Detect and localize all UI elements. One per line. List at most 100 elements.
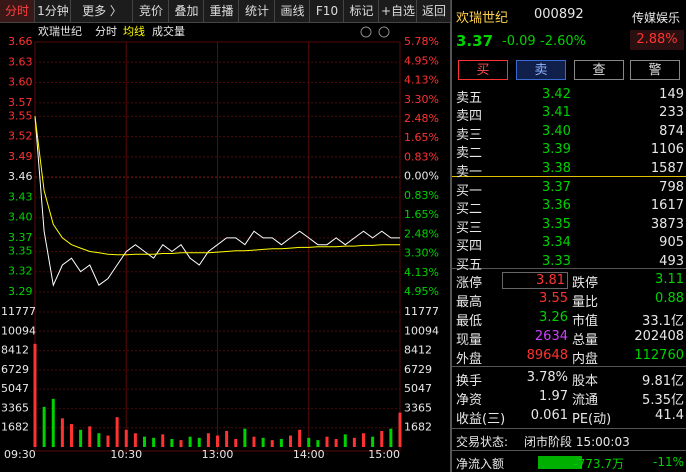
book-price: 3.39 (542, 142, 571, 158)
volume-bar (179, 440, 183, 447)
toolbar-item[interactable]: 分时 (0, 0, 35, 22)
toolbar-item[interactable]: +自选 (380, 0, 417, 22)
y-tick-label: 3.57 (8, 96, 33, 109)
sector-change: 2.88% (630, 30, 684, 50)
book-volume: 493 (659, 253, 684, 269)
toolbar-item[interactable]: F10 (311, 0, 344, 22)
net-inflow-amount: -773.7万 (573, 457, 624, 471)
volume-bar (115, 417, 119, 447)
query-button[interactable]: 查 (574, 60, 624, 80)
volume-bar (362, 433, 365, 447)
volume-bar (42, 406, 46, 447)
alert-button[interactable]: 警 (630, 60, 680, 80)
volume-bar (170, 438, 174, 447)
book-label: 卖一 (456, 164, 483, 180)
volume-tick-label-right: 11777 (404, 305, 439, 318)
stat-label: 换手 (456, 374, 483, 389)
volume-bar (298, 429, 302, 447)
stat-value: 33.1亿 (642, 314, 684, 329)
chart-title: 欢瑞世纪 (38, 24, 82, 38)
stat-label: 外盘 (456, 352, 483, 367)
sector-name: 传媒娱乐 (632, 11, 681, 25)
y-tick-label: 3.29 (8, 285, 33, 298)
book-price: 3.37 (542, 180, 571, 195)
stat-label: 跌停 (572, 276, 599, 291)
y-tick-label: 3.46 (8, 170, 33, 183)
book-label: 买一 (456, 184, 483, 199)
volume-tick-label-right: 5047 (404, 382, 432, 395)
volume-tick-label: 1682 (1, 421, 29, 434)
volume-tick-label: 11777 (1, 305, 36, 318)
toolbar-item[interactable]: 竞价 (134, 0, 169, 22)
y-tick-label: 3.66 (8, 35, 33, 48)
volume-bar (316, 440, 320, 447)
icon-settings[interactable] (378, 26, 390, 38)
x-tick-label: 14:00 (293, 448, 325, 461)
book-volume: 233 (659, 105, 684, 121)
stat-label: 最高 (456, 295, 483, 310)
y-tick-label: 3.35 (8, 244, 33, 257)
volume-bar (334, 438, 338, 447)
toolbar-item[interactable]: 重播 (205, 0, 239, 22)
volume-bar (106, 435, 110, 447)
stat-value: 41.4 (655, 408, 684, 423)
y2-tick-label: 0.00% (404, 170, 439, 183)
y-tick-label: 3.37 (8, 231, 33, 244)
toolbar-item[interactable]: 返回 (418, 0, 451, 22)
icon-info[interactable] (360, 26, 372, 38)
y2-tick-label: 0.83% (404, 189, 439, 202)
book-price: 3.38 (542, 160, 571, 176)
volume-bar (97, 433, 101, 447)
stat-value: 2634 (534, 329, 568, 344)
volume-tick-label-right: 10094 (404, 324, 439, 337)
book-price: 3.41 (542, 105, 571, 121)
volume-tick-label: 10094 (1, 324, 36, 337)
sell-button[interactable]: 卖 (516, 60, 566, 80)
volume-bar (243, 428, 247, 447)
toolbar-item[interactable]: 1分钟 (36, 0, 71, 22)
book-price: 3.34 (542, 235, 571, 251)
volume-bar (343, 434, 347, 447)
volume-bar (325, 436, 329, 447)
book-volume: 149 (659, 87, 684, 102)
y2-tick-label: 2.48% (404, 227, 439, 240)
toolbar-item[interactable]: 叠加 (170, 0, 204, 22)
volume-tick-label: 3365 (1, 401, 29, 414)
volume-bar (225, 430, 229, 447)
stat-value: 89648 (526, 348, 568, 363)
stat-label: 净资 (456, 393, 483, 408)
toolbar-item[interactable]: 更多 〉 (72, 0, 133, 22)
volume-tick-label: 8412 (1, 344, 29, 357)
stat-value: 1.97 (539, 389, 568, 404)
price-change-pct: -2.60% (540, 34, 586, 49)
volume-bar (79, 429, 83, 447)
toolbar-item[interactable]: 标记 (345, 0, 379, 22)
stock-code: 000892 (534, 7, 584, 22)
book-volume: 1106 (650, 142, 684, 158)
book-volume: 905 (659, 235, 684, 251)
buy-button[interactable]: 买 (458, 60, 508, 80)
volume-bar (188, 436, 192, 447)
x-tick-label: 10:30 (110, 448, 142, 461)
stat-label: 流通 (572, 393, 599, 408)
volume-bar (234, 438, 238, 447)
y2-tick-label: 4.95% (404, 285, 439, 298)
volume-bar (70, 424, 73, 447)
x-tick-label: 13:00 (202, 448, 234, 461)
volume-bar (270, 440, 274, 447)
stat-value: 3.26 (539, 310, 568, 325)
toolbar (0, 0, 450, 23)
volume-bar (398, 412, 402, 447)
volume-bar (261, 437, 265, 447)
toolbar-item[interactable]: 统计 (240, 0, 275, 22)
stat-value: 3.55 (539, 291, 568, 306)
volume-bar (371, 436, 375, 447)
volume-bar (124, 429, 128, 447)
toolbar-item[interactable]: 画线 (276, 0, 310, 22)
stat-label: 现量 (456, 333, 483, 348)
book-volume: 798 (659, 180, 684, 195)
stat-label: 总量 (572, 333, 599, 348)
stat-value: 3.11 (655, 272, 684, 287)
y-tick-label: 3.40 (8, 211, 33, 224)
